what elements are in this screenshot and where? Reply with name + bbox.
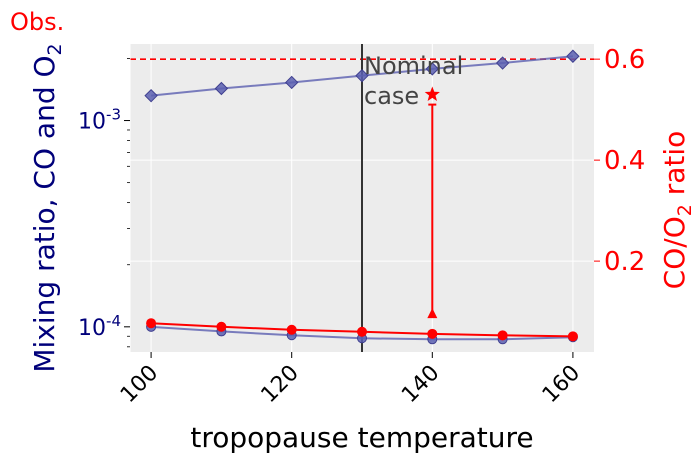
data-point-diamond — [566, 49, 580, 63]
data-point-diamond — [495, 56, 510, 70]
data-point-circle — [216, 321, 227, 332]
y-left-tick-label: 10-4 — [78, 312, 121, 341]
y-right-tick-label: 0.4 — [604, 146, 645, 176]
star-marker — [424, 86, 440, 101]
y-right-tick-label: 0.2 — [604, 247, 645, 277]
data-point-circle — [567, 331, 578, 342]
data-point-diamond — [284, 75, 299, 90]
data-point-diamond — [144, 88, 158, 103]
data-point-circle — [286, 324, 297, 335]
series-layer — [144, 49, 580, 345]
guides — [130, 44, 594, 352]
y-right-tick-label: 0.6 — [604, 45, 645, 75]
obs-label: Obs. — [10, 8, 64, 36]
data-point-diamond — [214, 81, 229, 96]
x-axis-title: tropopause temperature — [190, 421, 533, 454]
y-left-axis-title: Mixing ratio, CO and O2 — [28, 43, 66, 372]
y-left-tick-label: 10-3 — [78, 106, 121, 135]
data-point-diamond — [425, 62, 440, 76]
data-point-diamond — [355, 68, 369, 83]
nominal-label-line1: Nominal — [364, 52, 463, 80]
data-point-circle — [497, 330, 508, 341]
x-tick-label: 140 — [397, 361, 444, 408]
nominal-label-line2: case — [364, 82, 419, 110]
data-point-circle — [357, 326, 367, 337]
x-tick-label: 100 — [116, 361, 163, 408]
y-right-axis-title: CO/O2 ratio — [658, 131, 696, 290]
data-point-circle — [427, 328, 438, 339]
triangle-marker — [427, 308, 438, 319]
data-point-circle — [146, 318, 157, 329]
x-tick-label: 160 — [538, 361, 585, 408]
axes — [124, 44, 600, 358]
x-tick-label: 120 — [257, 361, 304, 408]
